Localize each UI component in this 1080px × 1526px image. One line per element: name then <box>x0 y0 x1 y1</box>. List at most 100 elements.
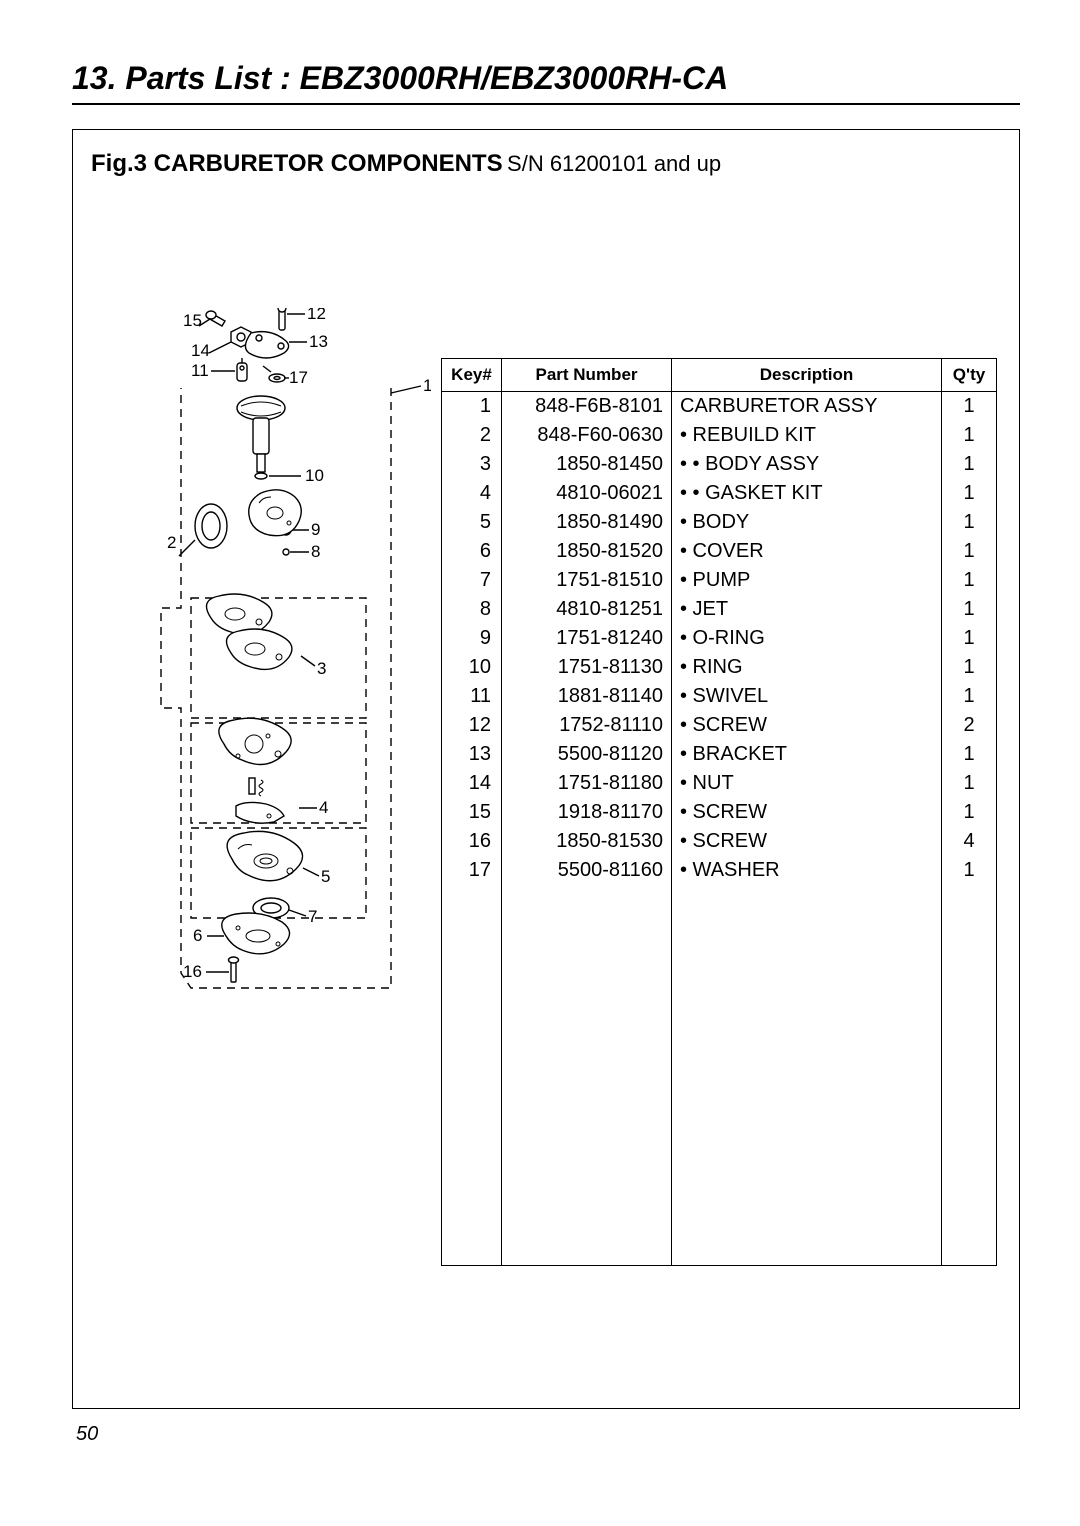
diagram-label-17: 17 <box>289 368 308 387</box>
diagram-label-6: 6 <box>193 926 202 945</box>
cell-key: 4 <box>442 479 502 508</box>
cell-desc: • O-RING <box>672 624 942 653</box>
cell-qty: 2 <box>942 711 997 740</box>
cell-pn: 848-F60-0630 <box>502 421 672 450</box>
cell-pn: 1850-81530 <box>502 827 672 856</box>
figure-title: Fig.3 CARBURETOR COMPONENTS <box>91 150 503 177</box>
cell-key: 1 <box>442 392 502 422</box>
cell-pn: 4810-81251 <box>502 595 672 624</box>
cell-key: 5 <box>442 508 502 537</box>
cell-desc: • • GASKET KIT <box>672 479 942 508</box>
cell-desc: • SWIVEL <box>672 682 942 711</box>
cell-qty: 1 <box>942 653 997 682</box>
table-row: 5 1850-81490 • BODY 1 <box>442 508 997 537</box>
cell-key: 15 <box>442 798 502 827</box>
cell-desc: • SCREW <box>672 711 942 740</box>
cell-key: 3 <box>442 450 502 479</box>
cell-pn: 1881-81140 <box>502 682 672 711</box>
cell-desc: • JET <box>672 595 942 624</box>
cell-pn: 5500-81160 <box>502 856 672 885</box>
cell-qty: 1 <box>942 624 997 653</box>
table-row: 15 1918-81170 • SCREW 1 <box>442 798 997 827</box>
diagram-label-3: 3 <box>317 659 326 678</box>
table-row: 3 1850-81450 • • BODY ASSY 1 <box>442 450 997 479</box>
cell-key: 14 <box>442 769 502 798</box>
table-row: 12 1752-81110 • SCREW 2 <box>442 711 997 740</box>
diagram-label-9: 9 <box>311 520 320 539</box>
cell-key: 9 <box>442 624 502 653</box>
cell-qty: 1 <box>942 566 997 595</box>
diagram-svg: .ln{stroke:#000;stroke-width:1.4;fill:no… <box>91 308 431 1028</box>
exploded-diagram: .ln{stroke:#000;stroke-width:1.4;fill:no… <box>91 308 431 1033</box>
cell-pn: 1751-81130 <box>502 653 672 682</box>
cell-desc: • • BODY ASSY <box>672 450 942 479</box>
cell-key: 16 <box>442 827 502 856</box>
table-row: 7 1751-81510 • PUMP 1 <box>442 566 997 595</box>
cell-pn: 1850-81490 <box>502 508 672 537</box>
cell-key: 6 <box>442 537 502 566</box>
diagram-label-16: 16 <box>183 962 202 981</box>
table-row: 17 5500-81160 • WASHER 1 <box>442 856 997 885</box>
cell-pn: 5500-81120 <box>502 740 672 769</box>
cell-desc: • NUT <box>672 769 942 798</box>
diagram-label-12: 12 <box>307 308 326 323</box>
table-row: 14 1751-81180 • NUT 1 <box>442 769 997 798</box>
figure-sn: S/N 61200101 and up <box>507 151 721 176</box>
diagram-label-11: 11 <box>191 361 209 380</box>
diagram-label-10: 10 <box>305 466 324 485</box>
cell-qty: 1 <box>942 421 997 450</box>
page: 13. Parts List : EBZ3000RH/EBZ3000RH-CA … <box>0 0 1080 1486</box>
cell-pn: 1850-81520 <box>502 537 672 566</box>
cell-pn: 1751-81510 <box>502 566 672 595</box>
cell-pn: 4810-06021 <box>502 479 672 508</box>
cell-key: 11 <box>442 682 502 711</box>
cell-qty: 1 <box>942 595 997 624</box>
cell-qty: 1 <box>942 798 997 827</box>
cell-qty: 1 <box>942 450 997 479</box>
content-row: .ln{stroke:#000;stroke-width:1.4;fill:no… <box>91 308 997 1266</box>
diagram-label-1: 1 <box>423 376 431 395</box>
cell-pn: 1751-81180 <box>502 769 672 798</box>
cell-desc: CARBURETOR ASSY <box>672 392 942 422</box>
cell-key: 7 <box>442 566 502 595</box>
cell-desc: • BODY <box>672 508 942 537</box>
parts-table: Key# Part Number Description Q'ty 1 848-… <box>441 358 997 1266</box>
table-filler-row <box>442 885 997 1265</box>
cell-desc: • REBUILD KIT <box>672 421 942 450</box>
cell-desc: • SCREW <box>672 827 942 856</box>
cell-pn: 848-F6B-8101 <box>502 392 672 422</box>
table-row: 2 848-F60-0630 • REBUILD KIT 1 <box>442 421 997 450</box>
page-title: 13. Parts List : EBZ3000RH/EBZ3000RH-CA <box>72 60 1020 97</box>
col-pn: Part Number <box>502 359 672 392</box>
cell-qty: 4 <box>942 827 997 856</box>
cell-desc: • WASHER <box>672 856 942 885</box>
table-row: 11 1881-81140 • SWIVEL 1 <box>442 682 997 711</box>
table-row: 8 4810-81251 • JET 1 <box>442 595 997 624</box>
cell-pn: 1751-81240 <box>502 624 672 653</box>
diagram-label-8: 8 <box>311 542 320 561</box>
cell-qty: 1 <box>942 856 997 885</box>
figure-heading: Fig.3 CARBURETOR COMPONENTS S/N 61200101… <box>91 150 997 178</box>
cell-pn: 1850-81450 <box>502 450 672 479</box>
cell-key: 8 <box>442 595 502 624</box>
table-row: 10 1751-81130 • RING 1 <box>442 653 997 682</box>
cell-desc: • BRACKET <box>672 740 942 769</box>
diagram-label-7: 7 <box>308 907 317 926</box>
cell-desc: • RING <box>672 653 942 682</box>
table-header-row: Key# Part Number Description Q'ty <box>442 359 997 392</box>
cell-key: 10 <box>442 653 502 682</box>
cell-key: 17 <box>442 856 502 885</box>
cell-qty: 1 <box>942 769 997 798</box>
col-qty: Q'ty <box>942 359 997 392</box>
cell-qty: 1 <box>942 682 997 711</box>
table-row: 6 1850-81520 • COVER 1 <box>442 537 997 566</box>
cell-qty: 1 <box>942 537 997 566</box>
diagram-label-4: 4 <box>319 798 328 817</box>
diagram-label-13: 13 <box>309 332 328 351</box>
diagram-label-2: 2 <box>167 533 176 552</box>
cell-desc: • SCREW <box>672 798 942 827</box>
diagram-label-15: 15 <box>183 311 202 330</box>
cell-key: 13 <box>442 740 502 769</box>
content-frame: Fig.3 CARBURETOR COMPONENTS S/N 61200101… <box>72 129 1020 1409</box>
cell-desc: • PUMP <box>672 566 942 595</box>
